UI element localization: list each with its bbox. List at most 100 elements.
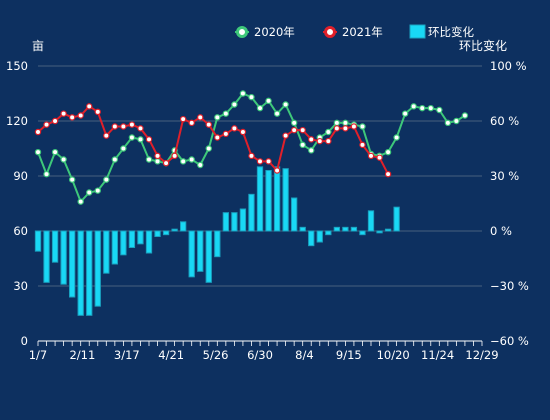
bar-mom[interactable] bbox=[316, 230, 323, 243]
point-2021[interactable] bbox=[231, 125, 238, 132]
point-2021[interactable] bbox=[162, 159, 170, 167]
point-2020[interactable] bbox=[128, 134, 136, 141]
point-2021[interactable] bbox=[367, 152, 375, 160]
bar-mom[interactable] bbox=[51, 230, 59, 263]
bar-mom[interactable] bbox=[367, 210, 375, 232]
bar-mom[interactable] bbox=[393, 206, 400, 232]
point-2020[interactable] bbox=[444, 119, 452, 127]
point-2020[interactable] bbox=[222, 110, 230, 117]
point-2021[interactable] bbox=[86, 103, 93, 110]
point-2020[interactable] bbox=[60, 156, 67, 163]
point-2020[interactable] bbox=[453, 117, 460, 125]
point-2021[interactable] bbox=[214, 134, 221, 141]
bar-mom[interactable] bbox=[205, 230, 212, 283]
point-2021[interactable] bbox=[77, 112, 84, 119]
point-2020[interactable] bbox=[137, 136, 144, 143]
bar-mom[interactable] bbox=[333, 226, 340, 232]
point-2021[interactable] bbox=[51, 117, 59, 125]
bar-mom[interactable] bbox=[188, 230, 195, 278]
legend-item-mom[interactable]: 环比变化 bbox=[409, 24, 474, 39]
point-2020[interactable] bbox=[427, 104, 434, 112]
point-2020[interactable] bbox=[86, 189, 93, 196]
point-2021[interactable] bbox=[239, 128, 247, 136]
point-2020[interactable] bbox=[342, 119, 349, 127]
point-2021[interactable] bbox=[384, 170, 392, 178]
point-2020[interactable] bbox=[393, 134, 400, 141]
bar-mom[interactable] bbox=[214, 230, 221, 258]
point-2021[interactable] bbox=[34, 128, 42, 136]
point-2020[interactable] bbox=[214, 114, 221, 121]
point-2021[interactable] bbox=[222, 130, 230, 138]
point-2021[interactable] bbox=[103, 132, 110, 139]
bar-mom[interactable] bbox=[308, 230, 315, 247]
point-2020[interactable] bbox=[248, 93, 255, 101]
bar-mom[interactable] bbox=[34, 230, 42, 252]
bar-mom[interactable] bbox=[325, 230, 332, 236]
bar-mom[interactable] bbox=[239, 208, 247, 232]
point-2020[interactable] bbox=[111, 156, 119, 163]
point-2021[interactable] bbox=[94, 108, 101, 116]
bar-mom[interactable] bbox=[282, 168, 289, 232]
point-2021[interactable] bbox=[120, 123, 127, 130]
bar-mom[interactable] bbox=[43, 230, 50, 283]
point-2021[interactable] bbox=[265, 158, 272, 165]
point-2021[interactable] bbox=[308, 136, 315, 143]
point-2020[interactable] bbox=[410, 103, 417, 110]
bar-mom[interactable] bbox=[120, 230, 127, 256]
bar-mom[interactable] bbox=[77, 230, 84, 316]
point-2020[interactable] bbox=[273, 110, 281, 117]
point-2020[interactable] bbox=[94, 187, 101, 194]
point-2020[interactable] bbox=[419, 104, 426, 112]
point-2021[interactable] bbox=[145, 136, 153, 143]
point-2020[interactable] bbox=[68, 176, 76, 183]
point-2021[interactable] bbox=[60, 110, 67, 117]
bar-mom[interactable] bbox=[384, 228, 392, 232]
point-2020[interactable] bbox=[197, 161, 204, 169]
bar-mom[interactable] bbox=[376, 230, 383, 234]
point-2021[interactable] bbox=[290, 126, 298, 134]
bar-mom[interactable] bbox=[350, 226, 358, 232]
point-2021[interactable] bbox=[179, 115, 187, 123]
point-2020[interactable] bbox=[239, 90, 247, 97]
point-2021[interactable] bbox=[342, 125, 349, 132]
point-2020[interactable] bbox=[282, 101, 289, 108]
point-2020[interactable] bbox=[103, 176, 110, 183]
point-2020[interactable] bbox=[436, 106, 443, 114]
bar-mom[interactable] bbox=[171, 228, 178, 232]
legend-item-2020[interactable]: 2020年 bbox=[235, 25, 295, 39]
point-2021[interactable] bbox=[197, 114, 204, 121]
point-2020[interactable] bbox=[188, 156, 195, 163]
point-2020[interactable] bbox=[120, 145, 127, 152]
bar-mom[interactable] bbox=[342, 226, 349, 232]
point-2020[interactable] bbox=[359, 123, 366, 130]
bar-mom[interactable] bbox=[273, 166, 281, 232]
point-2020[interactable] bbox=[308, 147, 315, 154]
point-2020[interactable] bbox=[231, 101, 238, 108]
point-2020[interactable] bbox=[256, 104, 264, 112]
bar-mom[interactable] bbox=[154, 230, 161, 237]
point-2020[interactable] bbox=[299, 141, 306, 149]
bar-mom[interactable] bbox=[128, 230, 136, 248]
bar-mom[interactable] bbox=[111, 230, 118, 265]
point-2021[interactable] bbox=[154, 152, 161, 160]
point-2020[interactable] bbox=[205, 145, 212, 152]
bar-mom[interactable] bbox=[299, 226, 306, 232]
point-2021[interactable] bbox=[205, 121, 212, 128]
bar-mom[interactable] bbox=[86, 230, 93, 316]
bar-mom[interactable] bbox=[162, 230, 170, 236]
point-2021[interactable] bbox=[333, 125, 341, 132]
point-2020[interactable] bbox=[179, 158, 187, 165]
bar-mom[interactable] bbox=[359, 230, 366, 236]
point-2020[interactable] bbox=[290, 119, 298, 127]
bar-mom[interactable] bbox=[265, 170, 272, 232]
bar-mom[interactable] bbox=[103, 230, 110, 274]
bar-mom[interactable] bbox=[137, 230, 144, 245]
point-2021[interactable] bbox=[188, 119, 195, 127]
point-2021[interactable] bbox=[137, 125, 144, 132]
point-2021[interactable] bbox=[128, 121, 136, 128]
point-2021[interactable] bbox=[299, 126, 306, 134]
bar-mom[interactable] bbox=[197, 230, 204, 272]
point-2021[interactable] bbox=[359, 141, 366, 149]
bar-mom[interactable] bbox=[231, 212, 238, 232]
point-2021[interactable] bbox=[282, 132, 289, 139]
